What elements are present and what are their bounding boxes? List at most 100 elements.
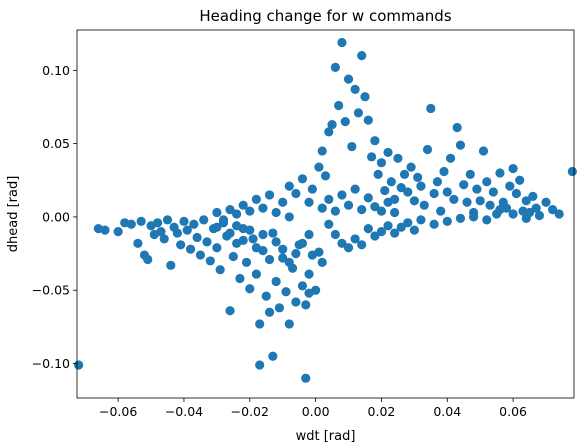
data-point — [166, 260, 176, 270]
data-point — [465, 169, 475, 180]
data-point — [264, 307, 275, 317]
data-point — [258, 229, 268, 240]
data-point — [462, 197, 472, 207]
data-point — [357, 51, 367, 61]
x-tick-label: 0.00 — [302, 404, 330, 419]
data-point — [297, 238, 308, 248]
y-tick-label: 0.05 — [42, 136, 70, 151]
data-point — [238, 200, 248, 210]
data-point — [436, 206, 446, 216]
data-point — [225, 205, 235, 215]
data-point — [251, 269, 261, 279]
data-point — [264, 254, 275, 265]
data-point — [291, 188, 301, 199]
data-point — [284, 181, 294, 191]
x-tick-label: 0.06 — [499, 404, 527, 419]
data-point — [258, 203, 268, 213]
y-axis-ticks: −0.10 −0.05 0.00 0.05 0.10 — [32, 63, 77, 371]
data-point — [337, 238, 347, 248]
x-tick-label: 0.04 — [433, 404, 461, 419]
data-point — [215, 265, 225, 275]
data-point — [475, 196, 485, 206]
data-point — [314, 162, 324, 172]
data-point — [455, 140, 466, 150]
data-point — [478, 146, 489, 156]
data-point — [390, 207, 400, 218]
data-point — [182, 225, 192, 235]
data-point — [225, 228, 235, 238]
data-point — [324, 219, 334, 229]
data-point — [301, 300, 311, 310]
data-point — [271, 276, 281, 287]
data-point — [297, 281, 308, 291]
data-point — [232, 221, 242, 231]
data-point — [429, 188, 439, 199]
x-tick-label: 0.02 — [368, 404, 396, 419]
data-point — [528, 191, 538, 202]
data-point — [281, 287, 291, 297]
y-tick-label: 0.00 — [42, 209, 70, 224]
data-point — [370, 202, 380, 212]
data-point — [350, 84, 360, 94]
data-point — [343, 243, 354, 253]
data-point — [251, 194, 261, 204]
x-axis-ticks: −0.06 −0.04 −0.02 0.00 0.02 0.04 0.06 — [99, 398, 527, 419]
data-point — [541, 197, 551, 207]
y-tick-label: −0.05 — [32, 283, 70, 298]
data-point — [383, 197, 393, 207]
data-point — [245, 206, 255, 216]
data-point — [376, 158, 387, 168]
data-point — [416, 215, 426, 225]
data-point — [241, 257, 252, 267]
data-point — [531, 203, 541, 213]
data-point — [317, 257, 327, 267]
data-point — [212, 243, 222, 253]
data-point — [307, 184, 317, 194]
data-point — [350, 234, 360, 244]
data-point — [317, 203, 327, 213]
data-point — [278, 244, 288, 254]
data-point — [567, 166, 577, 177]
data-point — [353, 108, 364, 118]
data-point — [74, 360, 84, 370]
data-point — [508, 163, 518, 174]
data-point — [399, 169, 410, 180]
data-point — [373, 169, 383, 180]
data-point — [340, 117, 350, 127]
data-point — [235, 273, 245, 284]
data-point — [199, 215, 209, 225]
data-point — [350, 184, 360, 194]
data-point — [396, 222, 406, 232]
y-axis-label: dhead [rad] — [6, 176, 21, 253]
data-point — [330, 206, 340, 216]
data-point — [554, 209, 564, 219]
data-point — [508, 209, 518, 219]
data-point — [172, 228, 182, 238]
data-point — [320, 171, 331, 181]
data-point — [225, 306, 235, 316]
data-point — [251, 243, 261, 253]
data-point — [297, 174, 308, 184]
x-tick-label: −0.06 — [99, 404, 137, 419]
data-point — [334, 100, 344, 111]
data-point — [521, 196, 531, 206]
data-point — [212, 222, 222, 232]
data-point — [409, 225, 419, 235]
data-point — [343, 200, 354, 210]
data-point — [271, 207, 281, 218]
data-point — [442, 216, 452, 226]
data-point — [370, 136, 380, 146]
data-point — [439, 166, 449, 177]
data-point — [376, 226, 387, 237]
data-point — [304, 197, 314, 207]
data-point — [534, 210, 545, 221]
data-point — [304, 269, 314, 279]
data-point — [100, 225, 110, 235]
data-point — [511, 188, 521, 199]
data-point — [429, 219, 439, 229]
data-point — [442, 187, 452, 197]
data-point — [255, 360, 265, 370]
data-point — [301, 373, 311, 383]
data-point — [337, 190, 347, 200]
data-point — [304, 229, 314, 240]
